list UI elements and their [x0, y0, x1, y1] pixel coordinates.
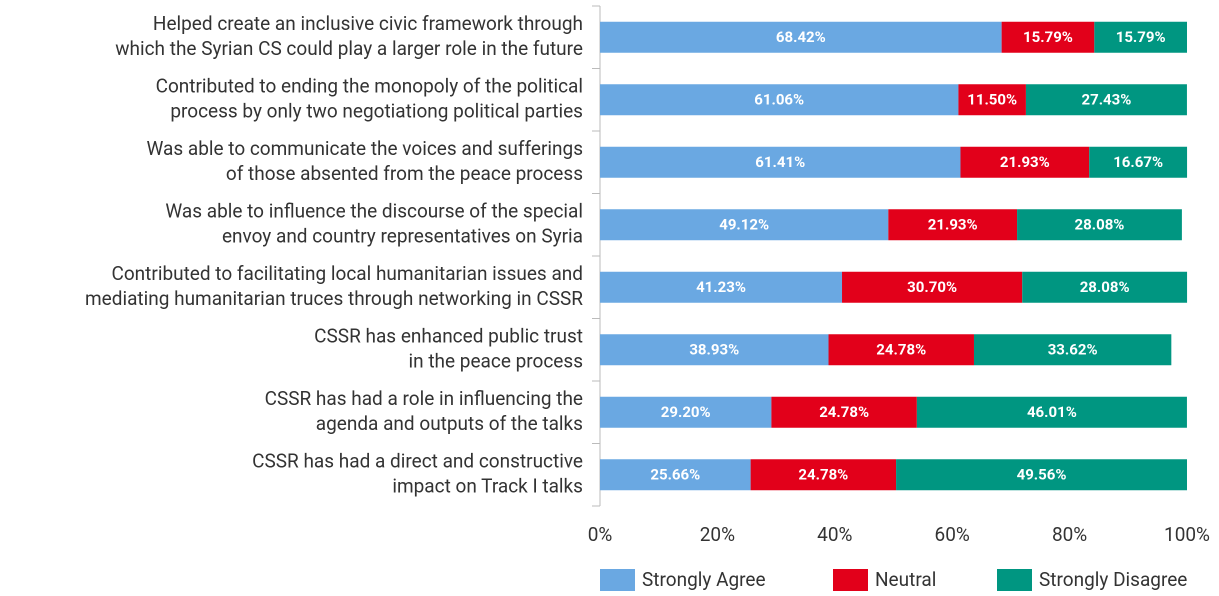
x-tick-label: 0%: [588, 523, 613, 546]
category-label: CSSR has had a direct and constructive: [252, 449, 583, 472]
bar-segment: [600, 396, 772, 428]
category-label: impact on Track I talks: [392, 474, 583, 497]
value-label: 30.70%: [907, 278, 957, 296]
category-label: Was able to communicate the voices and s…: [146, 137, 583, 160]
bar-segment: [916, 396, 1187, 428]
x-tick-label: 60%: [935, 523, 970, 546]
bar-segment: [1001, 21, 1095, 53]
category-label: CSSR has had a role in influencing the: [265, 387, 583, 410]
bar-segment: [828, 334, 974, 366]
x-tick-label: 20%: [700, 523, 735, 546]
value-label: 15.79%: [1116, 28, 1166, 46]
category-label: Helped create an inclusive civic framewo…: [153, 12, 583, 35]
value-label: 16.67%: [1113, 153, 1163, 171]
value-label: 49.56%: [1017, 466, 1067, 484]
category-label: mediating humanitarian truces through ne…: [85, 287, 583, 310]
value-label: 46.01%: [1027, 403, 1077, 421]
bar-segment: [1025, 84, 1187, 116]
legend-label: Strongly Agree: [642, 568, 766, 591]
category-label: process by only two negotiationg politic…: [170, 99, 583, 122]
value-label: 11.50%: [967, 91, 1017, 109]
legend-swatch: [600, 569, 635, 591]
category-label: Was able to influence the discourse of t…: [165, 199, 583, 222]
value-label: 28.08%: [1075, 216, 1125, 234]
bar-segment: [1089, 146, 1188, 178]
bar-segment: [1094, 21, 1187, 53]
legend-label: Neutral: [875, 568, 936, 591]
bar-segment: [600, 459, 751, 491]
legend-label: Strongly Disagree: [1039, 568, 1187, 591]
bar-segment: [600, 146, 961, 178]
category-label: CSSR has enhanced public trust: [314, 324, 583, 347]
bar-segment: [771, 396, 917, 428]
value-label: 15.79%: [1023, 28, 1073, 46]
category-label: in the peace process: [409, 349, 584, 372]
value-label: 38.93%: [689, 341, 739, 359]
bar-segment: [888, 209, 1018, 241]
bar-segment: [600, 84, 959, 116]
bar-segment: [896, 459, 1187, 491]
legend-swatch: [833, 569, 868, 591]
value-label: 24.78%: [819, 403, 869, 421]
bar-segment: [842, 271, 1023, 303]
bar-segment: [600, 271, 843, 303]
category-label: Contributed to ending the monopoly of th…: [156, 74, 583, 97]
bar-segment: [973, 334, 1172, 366]
bar-segment: [600, 21, 1002, 53]
bar-segment: [958, 84, 1026, 116]
value-label: 61.41%: [755, 153, 805, 171]
value-label: 24.78%: [876, 341, 926, 359]
legend-swatch: [997, 569, 1032, 591]
value-label: 25.66%: [650, 466, 700, 484]
category-label: envoy and country representatives on Syr…: [222, 224, 583, 247]
bar-segment: [600, 209, 889, 241]
value-label: 33.62%: [1048, 341, 1098, 359]
value-label: 27.43%: [1081, 91, 1131, 109]
category-label: agenda and outputs of the talks: [316, 412, 583, 435]
category-label: which the Syrian CS could play a larger …: [115, 37, 583, 60]
x-tick-label: 80%: [1052, 523, 1087, 546]
value-label: 24.78%: [798, 466, 848, 484]
value-label: 28.08%: [1080, 278, 1130, 296]
x-tick-label: 40%: [817, 523, 852, 546]
value-label: 21.93%: [1000, 153, 1050, 171]
value-label: 21.93%: [928, 216, 978, 234]
value-label: 68.42%: [776, 28, 826, 46]
value-label: 41.23%: [696, 278, 746, 296]
bar-segment: [1022, 271, 1188, 303]
x-tick-label: 100%: [1164, 523, 1210, 546]
category-label: Contributed to facilitating local humani…: [111, 262, 583, 285]
bar-segment: [1017, 209, 1182, 241]
value-label: 61.06%: [754, 91, 804, 109]
value-label: 29.20%: [661, 403, 711, 421]
bar-segment: [600, 334, 829, 366]
bar-segment: [960, 146, 1090, 178]
category-label: of those absented from the peace process: [226, 162, 583, 185]
bar-segment: [750, 459, 897, 491]
value-label: 49.12%: [719, 216, 769, 234]
